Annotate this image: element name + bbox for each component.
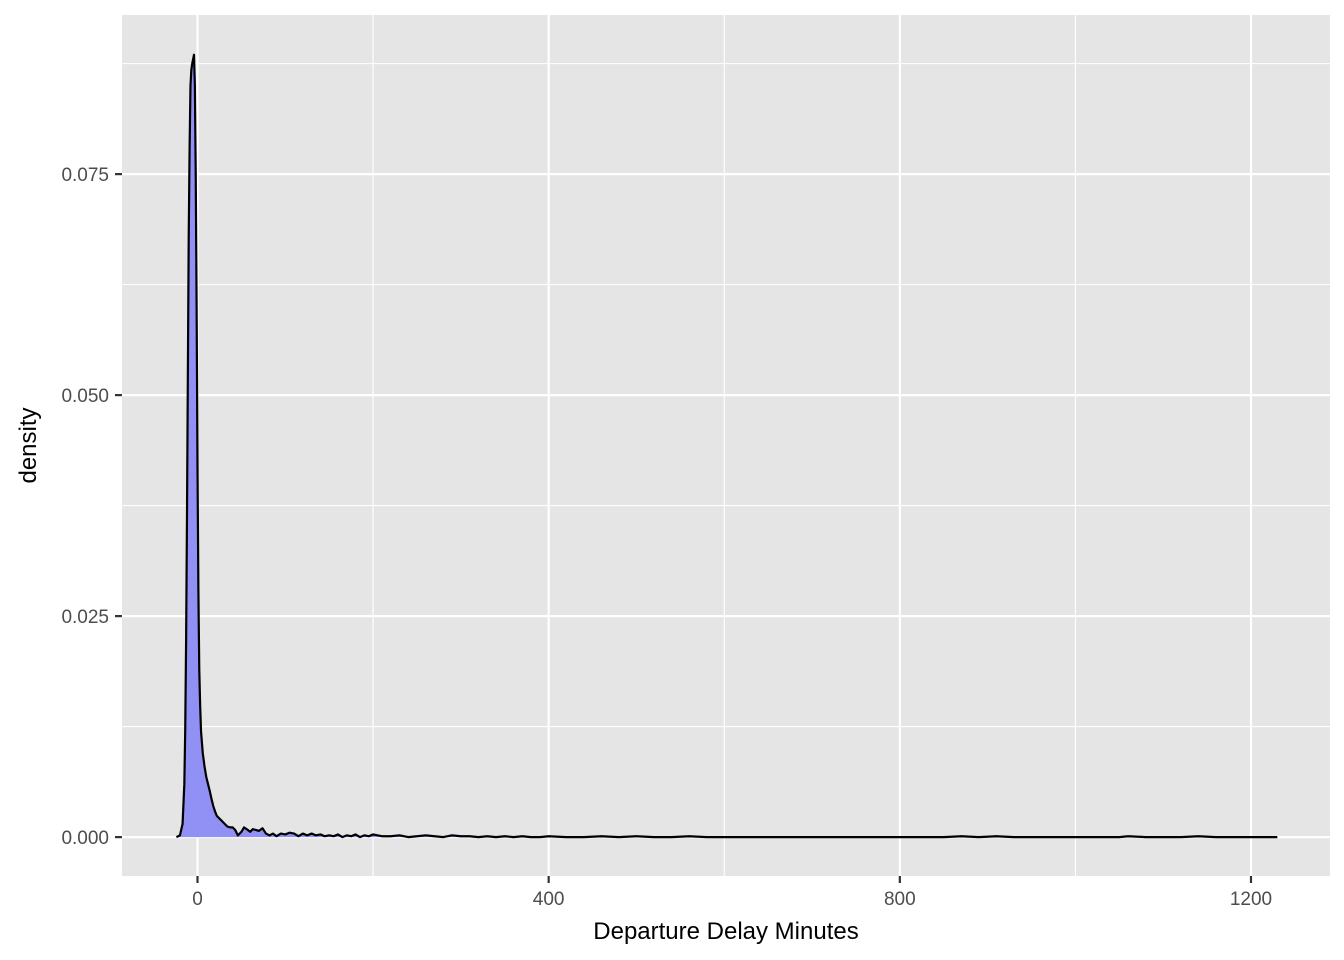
y-tick-label: 0.000 — [61, 828, 109, 849]
major-gridlines — [122, 15, 1330, 876]
x-axis-title: Departure Delay Minutes — [593, 918, 858, 945]
x-tick-label: 800 — [884, 889, 916, 910]
minor-gridlines — [122, 15, 1330, 876]
density-curve-line — [175, 53, 1278, 839]
y-tick-label: 0.075 — [61, 165, 109, 186]
x-tick-label: 400 — [533, 889, 565, 910]
x-tick-label: 1200 — [1230, 889, 1272, 910]
plot-panel — [122, 15, 1330, 876]
x-axis: 0 400 800 1200 — [192, 876, 1272, 910]
y-axis: 0.000 0.025 0.050 0.075 — [61, 165, 122, 849]
y-tick-label: 0.025 — [61, 607, 109, 628]
y-tick-label: 0.050 — [61, 386, 109, 407]
y-axis-title: density — [15, 407, 42, 483]
x-tick-label: 0 — [192, 889, 203, 910]
